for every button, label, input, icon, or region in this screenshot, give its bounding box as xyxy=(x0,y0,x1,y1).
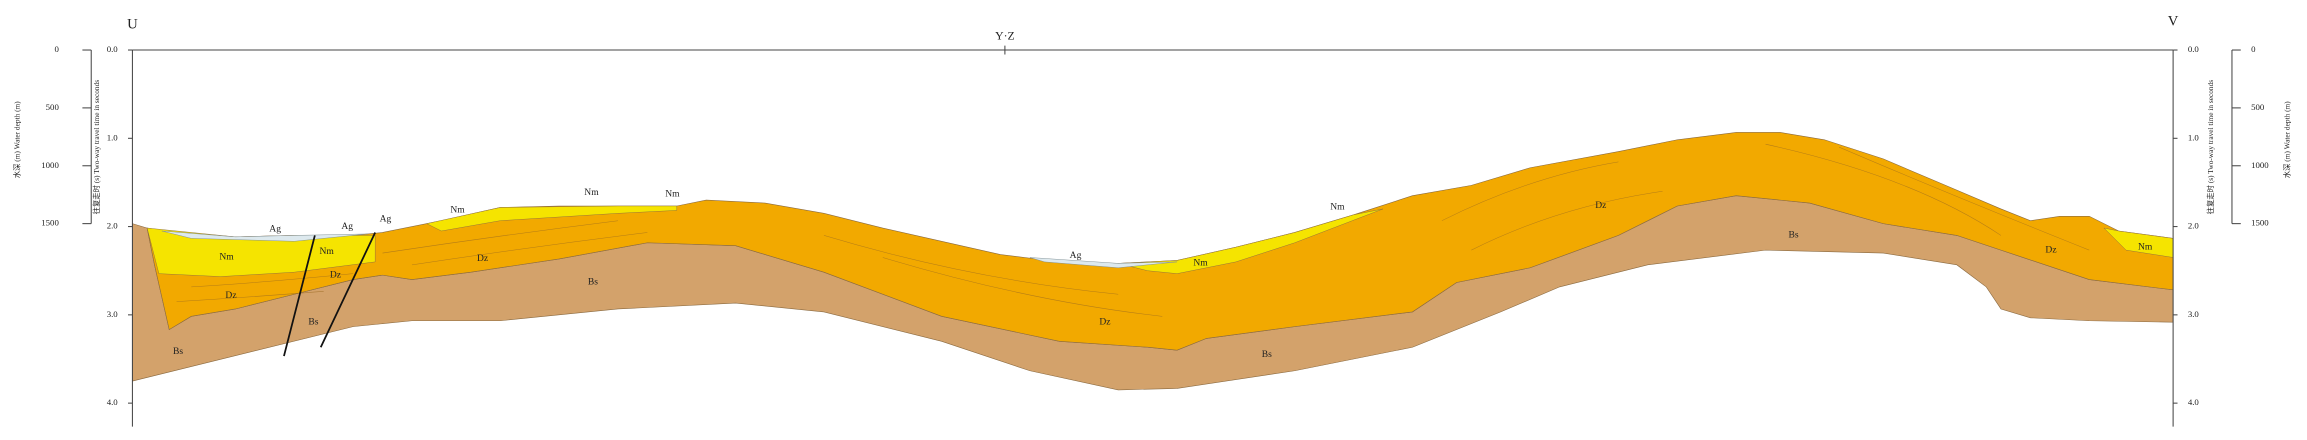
frame xyxy=(131,45,2174,427)
unit-label: Bs xyxy=(308,316,318,327)
unit-label: Ag xyxy=(341,221,353,232)
tick-label: 500 xyxy=(46,102,60,112)
unit-label: Dz xyxy=(1099,316,1110,327)
crossing-label: Y·Z xyxy=(995,29,1015,42)
axis-title: 水深 (m) Water depth (m) xyxy=(12,101,21,178)
tick-label: 4.0 xyxy=(107,397,119,407)
end-label: V xyxy=(2168,13,2179,29)
unit-label: Ag xyxy=(380,213,392,224)
unit-label: Ag xyxy=(1070,250,1082,261)
tick-label: 0 xyxy=(54,44,59,54)
unit-label: Nm xyxy=(665,188,680,199)
layer-dz xyxy=(146,132,2174,351)
unit-label: Bs xyxy=(1262,349,1272,360)
tick-label: 0 xyxy=(2251,44,2256,54)
unit-label: Nm xyxy=(2138,241,2153,252)
axis-title: 往复走时 (s) Two-way travel time in seconds xyxy=(2206,80,2215,215)
tick-label: 1000 xyxy=(2251,160,2269,170)
tick-label: 2.0 xyxy=(107,221,119,231)
unit-label: Dz xyxy=(330,269,341,280)
unit-label: Bs xyxy=(588,277,598,288)
layer-nm xyxy=(426,205,678,232)
layer-nm xyxy=(1118,208,1384,274)
fault xyxy=(283,232,376,357)
tick-label: 1500 xyxy=(41,218,59,228)
unit-label: Dz xyxy=(477,253,488,264)
section-group: U V Y·Z 往复走时 (s) Two-way travel time in … xyxy=(12,13,2292,427)
unit-label: Nm xyxy=(584,187,599,198)
unit-label: Nm xyxy=(319,246,334,257)
unit-label: Ag xyxy=(269,224,281,235)
unit-label: Dz xyxy=(225,290,236,301)
tick-label: 1.0 xyxy=(107,132,119,142)
end-label: U xyxy=(127,16,138,32)
unit-label: Nm xyxy=(1193,258,1208,269)
tick-label: 500 xyxy=(2251,102,2265,112)
tick-label: 3.0 xyxy=(2188,309,2200,319)
unit-label: Nm xyxy=(1330,202,1345,213)
unit-label: Bs xyxy=(1788,230,1798,241)
reflector xyxy=(176,143,2090,317)
unit-label: Nm xyxy=(450,205,465,216)
axis-title: 水深 (m) Water depth (m) xyxy=(2283,101,2292,178)
tick-label: 1500 xyxy=(2251,218,2269,228)
tick-label: 1.0 xyxy=(2188,132,2200,142)
unit-label: Dz xyxy=(1595,200,1606,211)
depth-axis-line xyxy=(90,50,2233,224)
unit-label: Nm xyxy=(219,252,234,263)
tick-label: 0.0 xyxy=(107,44,119,54)
tick-label: 0.0 xyxy=(2188,44,2200,54)
tick-label: 3.0 xyxy=(107,309,119,319)
unit-label: Dz xyxy=(2045,244,2056,255)
layer-ag xyxy=(161,230,368,242)
unit-label: Bs xyxy=(173,346,183,357)
axis-title: 往复走时 (s) Two-way travel time in seconds xyxy=(92,80,101,215)
layer-ag xyxy=(1029,257,1178,268)
tick-label: 2.0 xyxy=(2188,221,2200,231)
tick-label: 1000 xyxy=(41,160,59,170)
tick-label: 4.0 xyxy=(2188,397,2200,407)
